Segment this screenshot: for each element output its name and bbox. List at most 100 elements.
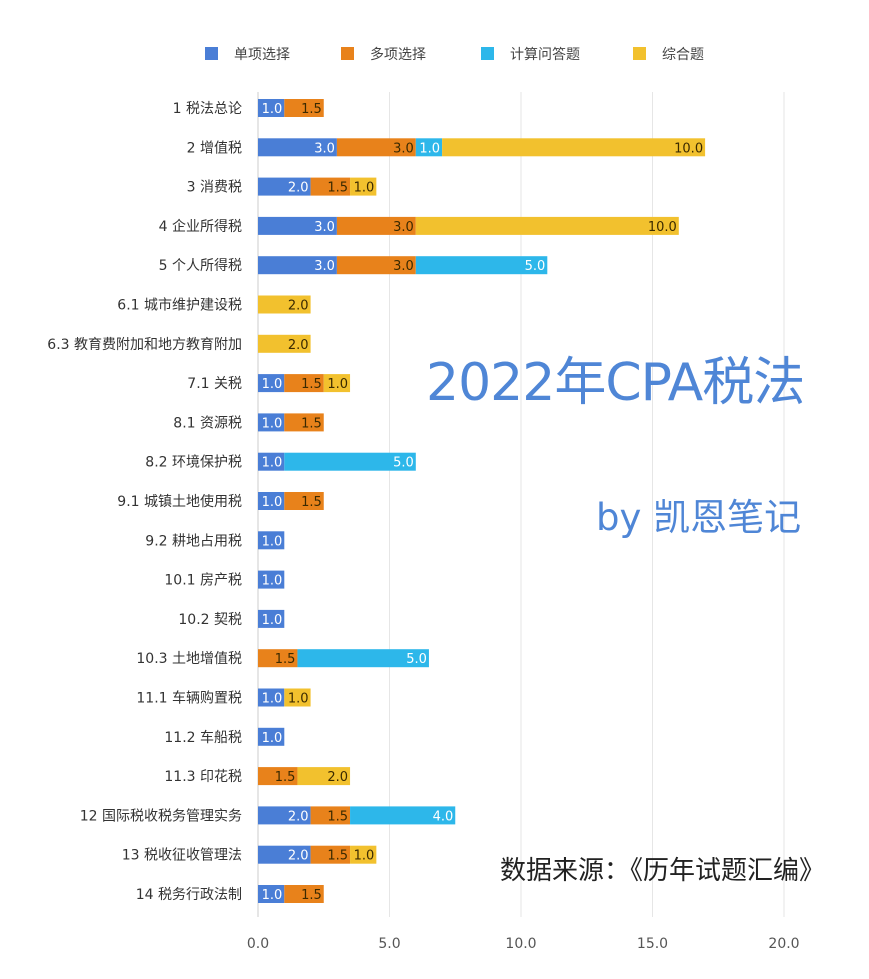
data-label: 1.0 (262, 731, 283, 746)
data-label: 2.0 (288, 849, 309, 864)
data-label: 1.0 (262, 534, 283, 549)
bar-segment[interactable] (284, 885, 324, 903)
data-label: 1.0 (262, 102, 283, 117)
source-note: 数据来源：《历年试题汇编》 (500, 856, 826, 886)
data-label: 2.0 (288, 338, 309, 353)
legend-swatch[interactable] (205, 47, 218, 60)
bar-segment[interactable] (258, 295, 311, 314)
category-label: 14 税务行政法制 (136, 887, 242, 903)
bar-segment[interactable] (415, 216, 679, 235)
category-label: 5 个人所得税 (159, 257, 242, 274)
data-label: 1.5 (327, 181, 348, 196)
data-label: 10.0 (648, 220, 677, 235)
x-tick-label: 0.0 (247, 936, 269, 952)
bar-segment[interactable] (258, 688, 285, 707)
data-label: 2.0 (327, 770, 348, 785)
data-label: 2.0 (288, 181, 309, 196)
category-label: 8.2 环境保护税 (145, 455, 242, 471)
legend-label[interactable]: 多项选择 (370, 46, 426, 63)
legend-swatch[interactable] (481, 47, 494, 60)
legend-swatch[interactable] (633, 47, 646, 60)
data-label: 1.5 (301, 495, 322, 510)
legend-swatch[interactable] (341, 47, 354, 60)
data-label: 1.5 (301, 102, 322, 117)
category-label: 9.1 城镇土地使用税 (117, 493, 242, 510)
bar-segment[interactable] (297, 767, 351, 786)
bar-segment[interactable] (336, 256, 416, 275)
data-label: 3.0 (314, 220, 335, 235)
category-label: 11.1 车辆购置税 (136, 690, 242, 707)
bar-segment[interactable] (258, 256, 337, 275)
bar-segment[interactable] (350, 806, 456, 825)
category-label: 11.3 印花税 (164, 769, 242, 785)
category-label: 13 税收征收管理法 (122, 848, 242, 864)
bar-segment[interactable] (258, 649, 298, 668)
data-label: 1.0 (288, 692, 309, 707)
data-label: 1.5 (275, 652, 296, 667)
category-label: 1 税法总论 (173, 101, 242, 117)
legend-label[interactable]: 单项选择 (234, 47, 290, 63)
data-label: 1.0 (354, 849, 375, 864)
data-label: 1.5 (327, 809, 348, 824)
bar-segment[interactable] (310, 845, 351, 864)
bar-segment[interactable] (336, 216, 416, 235)
x-tick-label: 10.0 (505, 936, 536, 952)
category-label: 11.2 车船税 (164, 729, 242, 746)
bar-segment[interactable] (258, 452, 285, 471)
x-tick-label: 5.0 (378, 936, 400, 952)
watermark-title: 2022年CPA税法 (426, 353, 805, 413)
bar-segment[interactable] (258, 334, 311, 353)
bar-segment[interactable] (258, 374, 285, 393)
bar-segment[interactable] (350, 845, 377, 864)
category-label: 8.1 资源税 (173, 415, 242, 431)
legend-label[interactable]: 综合题 (662, 47, 704, 63)
bar-segment[interactable] (310, 177, 351, 196)
bar-segment[interactable] (258, 767, 298, 786)
data-label: 1.0 (262, 888, 283, 903)
bar-segment[interactable] (258, 531, 285, 550)
category-label: 2 增值税 (187, 140, 242, 156)
bar-segment[interactable] (415, 138, 443, 157)
data-label: 1.5 (301, 377, 322, 392)
bar-segment[interactable] (258, 99, 285, 117)
data-label: 1.0 (262, 613, 283, 628)
data-label: 1.5 (301, 416, 322, 431)
bar-segment[interactable] (258, 492, 285, 510)
bar-segment[interactable] (258, 727, 285, 746)
data-label: 5.0 (406, 652, 427, 667)
data-label: 1.0 (354, 181, 375, 196)
bar-segment[interactable] (284, 688, 311, 707)
bar-segment[interactable] (415, 256, 548, 275)
data-label: 1.5 (275, 770, 296, 785)
bar-segment[interactable] (297, 649, 429, 668)
legend-label[interactable]: 计算问答题 (510, 46, 580, 63)
data-label: 1.0 (327, 377, 348, 392)
data-label: 1.0 (262, 574, 283, 589)
bar-segment[interactable] (258, 570, 285, 589)
bar-segment[interactable] (258, 845, 311, 864)
bar-segment[interactable] (284, 492, 324, 510)
bar-segment[interactable] (258, 216, 337, 235)
bar-segment[interactable] (336, 138, 416, 157)
bar-segment[interactable] (284, 374, 324, 393)
data-label: 1.0 (419, 141, 440, 156)
bar-segment[interactable] (323, 374, 351, 393)
bar-segment[interactable] (258, 885, 285, 903)
bar-segment[interactable] (258, 806, 311, 825)
bar-segment[interactable] (258, 413, 285, 432)
data-label: 1.0 (262, 692, 283, 707)
bar-segment[interactable] (284, 99, 324, 117)
bar-segment[interactable] (258, 138, 337, 157)
x-tick-label: 15.0 (637, 936, 668, 952)
bar-segment[interactable] (284, 452, 416, 471)
bar-segment[interactable] (350, 177, 377, 196)
bar-segment[interactable] (310, 806, 351, 825)
bar-segment[interactable] (258, 177, 311, 196)
bar-segment[interactable] (258, 609, 285, 628)
category-label: 3 消费税 (187, 180, 242, 196)
data-label: 3.0 (393, 141, 414, 156)
category-label: 10.2 契税 (178, 612, 242, 628)
category-label: 10.1 房产税 (164, 573, 242, 589)
bar-segment[interactable] (284, 413, 324, 432)
bar-segment[interactable] (442, 138, 706, 157)
